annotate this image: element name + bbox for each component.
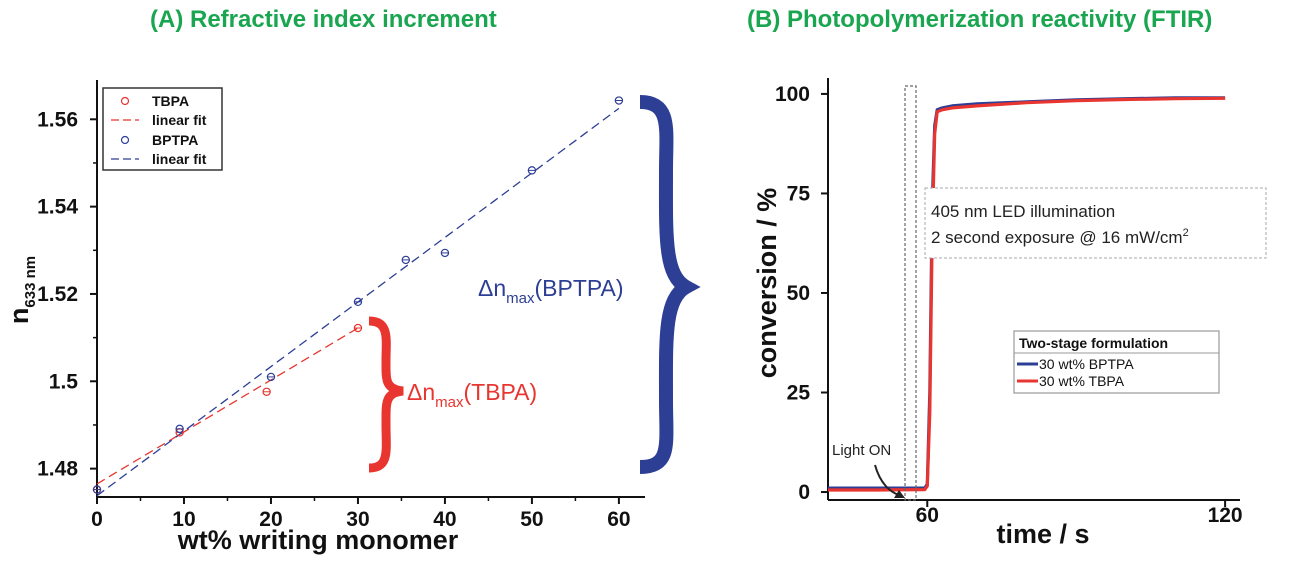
panel-b-title: (B) Photopolymerization reactivity (FTIR… (747, 6, 1213, 33)
exposure-window-box (904, 85, 917, 501)
panel-a-y-tick-label: 1.48 (37, 458, 78, 481)
panel-a-x-axis-title: wt% writing monomer (177, 525, 459, 555)
panel-b-y-tick-label: 0 (798, 481, 810, 504)
light-on-label: Light ON (832, 442, 891, 459)
panel-a-x-tick-label: 40 (433, 508, 456, 531)
panel-a-title: (A) Refractive index increment (150, 6, 497, 33)
panel-b-x-axis-title: time / s (996, 519, 1089, 549)
panel-a-x-tick-label: 10 (172, 508, 195, 531)
panel-b-legend: Two-stage formulation 30 wt% BPTPA 30 wt… (1013, 330, 1220, 394)
tbpa-delta-brace (368, 316, 404, 473)
legend-tbpa-label: TBPA (152, 93, 189, 109)
illumination-line-1: 405 nm LED illumination (931, 202, 1115, 221)
panel-a-y-axis-title-main: n (4, 308, 34, 325)
panel-b-x-tick-label: 120 (1208, 504, 1243, 527)
panel-b-y-tick-label: 100 (775, 83, 810, 106)
legend-tbpa-marker (120, 96, 130, 106)
panel-a-chart: 0 10 20 30 40 50 60 1.48 1.5 1.52 1.54 1.56 wt% wri… (4, 80, 701, 555)
panel-a-x-tick-label: 0 (91, 508, 103, 531)
illumination-annotation-box (924, 187, 1267, 259)
panel-a-x-tick-label: 50 (520, 508, 543, 531)
panel-a-y-tick-label: 1.56 (37, 108, 78, 131)
panel-b-x-tick-label: 60 (916, 504, 939, 527)
fit-line-tbpa (96, 327, 359, 485)
legend-bptpa-series-label: 30 wt% BPTPA (1039, 356, 1134, 372)
bptpa-delta-brace (639, 95, 701, 474)
panel-a-y-axis-title: n633 nm (4, 256, 39, 324)
legend-tbpa-fit-label: linear fit (152, 112, 207, 128)
legend-bptpa-label: BPTPA (152, 132, 198, 148)
panel-a-x-tick-label: 60 (607, 508, 630, 531)
panel-a-y-axis-title-sub: 633 nm (22, 256, 39, 308)
bptpa-conversion-curve (828, 96, 1226, 490)
legend-tbpa-series-label: 30 wt% TBPA (1039, 373, 1125, 389)
bptpa-delta-label: Δnmax(BPTPA) (478, 275, 624, 307)
panel-a-y-tick-label: 1.54 (37, 196, 78, 219)
light-on-arrow-head (894, 490, 905, 498)
panel-b-y-axis-title: conversion / % (752, 188, 782, 379)
tbpa-conversion-curve (828, 96, 1226, 492)
panel-b-y-tick-label: 50 (787, 282, 810, 305)
panel-b-y-tick-label: 25 (787, 382, 811, 405)
panel-a-legend: TBPA linear fit BPTPA linear fit (102, 87, 223, 171)
panel-b-legend-title: Two-stage formulation (1019, 335, 1168, 351)
panel-b-y-tick-label: 75 (787, 182, 811, 205)
panel-a-x-tick-label: 20 (259, 508, 282, 531)
tbpa-delta-label: Δnmax(TBPA) (407, 379, 537, 411)
panel-a-y-tick-label: 1.52 (37, 283, 78, 306)
panel-a-y-tick-label: 1.5 (49, 370, 79, 393)
legend-bptpa-fit-label: linear fit (152, 151, 207, 167)
legend-bptpa-marker (120, 135, 130, 145)
panel-a-x-tick-label: 30 (346, 508, 369, 531)
illumination-line-2: 2 second exposure @ 16 mW/cm2 (931, 227, 1189, 247)
